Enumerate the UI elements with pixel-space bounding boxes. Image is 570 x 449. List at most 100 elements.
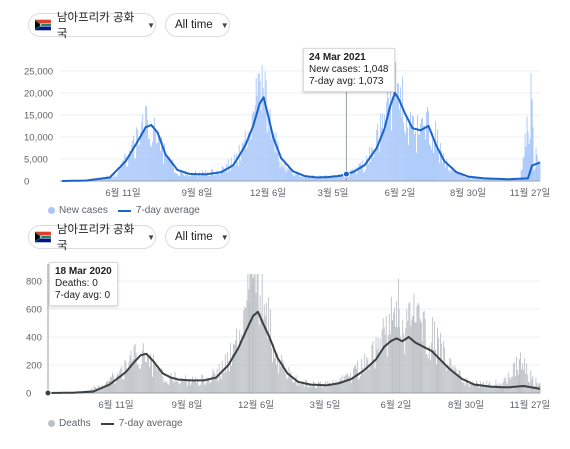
deaths-chart[interactable]: 0 200 400 600 800 6월 11일 9월 8일 12월 6일 3월 5일 6월 2일… <box>0 222 570 449</box>
daily-bar <box>296 385 298 393</box>
daily-bar <box>445 366 447 393</box>
daily-bar <box>170 372 172 393</box>
daily-bar <box>293 383 295 393</box>
daily-bar <box>282 164 284 181</box>
time-range-label: All time <box>175 231 213 243</box>
daily-bar <box>325 175 327 181</box>
daily-bar <box>185 381 187 393</box>
daily-bar <box>157 142 159 181</box>
daily-bar <box>377 337 379 393</box>
daily-bar <box>215 172 217 181</box>
daily-bar <box>517 179 519 181</box>
daily-bar <box>298 381 300 393</box>
cases-chart[interactable]: 0 5,000 10,000 15,000 20,000 25,000 6월 11일 9월 8… <box>0 0 570 222</box>
region-selector[interactable]: 남아프리카 공화국 ▼ <box>28 224 156 252</box>
daily-bar <box>170 159 171 181</box>
daily-bar <box>216 368 218 393</box>
daily-bar <box>176 379 178 393</box>
daily-bar <box>425 353 427 393</box>
daily-bar <box>527 374 529 393</box>
daily-bar <box>440 150 442 181</box>
daily-bar <box>378 142 380 181</box>
daily-bar <box>93 386 95 393</box>
daily-bar <box>409 124 410 181</box>
daily-bar <box>451 368 453 393</box>
daily-bar <box>194 380 196 393</box>
daily-bar <box>167 158 169 181</box>
daily-bar <box>515 356 517 393</box>
x-tick-label: 12월 6일 <box>250 187 286 199</box>
daily-bar <box>416 305 418 393</box>
daily-bar <box>195 377 197 393</box>
daily-bar <box>439 142 441 181</box>
daily-bar <box>463 382 465 393</box>
daily-bar <box>424 125 425 181</box>
daily-bar <box>231 365 232 393</box>
daily-bar <box>130 350 132 393</box>
region-selector[interactable]: 남아프리카 공화국 ▼ <box>28 12 156 40</box>
daily-bar <box>140 364 142 393</box>
daily-bar <box>412 115 413 181</box>
daily-bar <box>534 168 536 181</box>
daily-bar <box>183 174 184 181</box>
daily-bar <box>295 375 297 393</box>
daily-bar <box>316 178 318 181</box>
daily-bar <box>426 354 428 393</box>
daily-bar <box>290 371 292 393</box>
daily-bar <box>526 116 528 181</box>
y-tick-label: 400 <box>26 333 42 344</box>
daily-bar <box>126 166 128 181</box>
daily-bar <box>439 357 440 393</box>
daily-bar <box>312 175 314 181</box>
daily-bar <box>353 169 355 181</box>
daily-bar <box>528 144 530 181</box>
x-tick-label: 9월 8일 <box>182 187 213 199</box>
daily-bar <box>167 384 169 393</box>
daily-bar <box>367 359 369 393</box>
daily-bar <box>284 370 286 393</box>
daily-bar <box>506 179 508 181</box>
daily-bar <box>201 170 203 181</box>
daily-bar <box>158 136 160 181</box>
daily-bar <box>522 363 524 393</box>
daily-bar <box>421 119 422 181</box>
daily-bar <box>254 105 256 181</box>
daily-bar <box>110 175 112 181</box>
daily-bar <box>272 362 273 393</box>
time-range-selector[interactable]: All time ▼ <box>165 13 230 37</box>
daily-bar <box>441 162 443 181</box>
daily-bar <box>486 179 488 181</box>
average-line <box>61 91 541 182</box>
daily-bar <box>212 369 214 393</box>
daily-bar <box>200 174 202 181</box>
daily-bar <box>400 87 402 181</box>
daily-bar <box>414 134 415 181</box>
daily-bar <box>274 358 275 393</box>
daily-bar <box>265 80 267 181</box>
daily-bar <box>218 363 220 393</box>
daily-bar <box>422 312 424 393</box>
daily-bar <box>221 166 223 181</box>
daily-bar <box>319 382 321 393</box>
daily-bar <box>314 383 315 393</box>
daily-bar <box>261 274 263 393</box>
daily-bar <box>447 169 449 181</box>
daily-bar <box>99 178 101 181</box>
daily-bar <box>133 345 135 393</box>
daily-bar <box>348 174 350 181</box>
time-range-selector[interactable]: All time ▼ <box>165 225 230 249</box>
daily-bar <box>500 179 502 181</box>
daily-bar <box>428 110 429 181</box>
daily-bar <box>326 175 328 181</box>
daily-bar <box>99 387 101 393</box>
daily-bar <box>207 377 209 393</box>
daily-bar <box>111 175 113 181</box>
daily-bar <box>305 176 307 181</box>
daily-bar <box>350 382 352 393</box>
daily-bar <box>450 359 452 393</box>
daily-bar <box>300 383 302 393</box>
cases-tooltip: 24 Mar 2021 New cases: 1,048 7-day avg: … <box>303 48 395 92</box>
daily-bar <box>172 380 174 393</box>
daily-bar <box>376 129 378 181</box>
deaths-legend: Deaths 7-day average <box>48 418 183 429</box>
